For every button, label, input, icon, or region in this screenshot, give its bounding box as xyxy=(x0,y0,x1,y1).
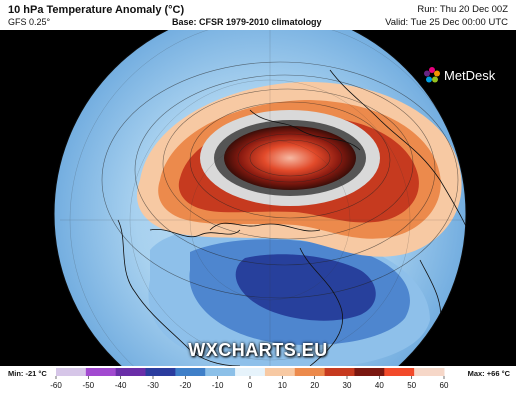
legend-tick-label: 50 xyxy=(407,381,416,390)
legend-tick-label: 40 xyxy=(375,381,384,390)
isolines xyxy=(101,61,459,299)
anomaly-map: MetDesk xyxy=(0,30,516,366)
legend-tick-label: 60 xyxy=(440,381,449,390)
chart-title: 10 hPa Temperature Anomaly (°C) xyxy=(8,4,185,16)
legend-color-segment xyxy=(414,368,445,376)
metdesk-label: MetDesk xyxy=(444,67,496,83)
legend-tick-label: -40 xyxy=(115,381,127,390)
map-canvas xyxy=(0,30,516,366)
metdesk-brand: MetDesk xyxy=(423,66,495,84)
model-label: GFS 0.25° xyxy=(8,17,51,27)
legend-color-segment xyxy=(115,368,147,376)
legend-color-segment xyxy=(205,368,236,376)
legend-color-segment xyxy=(145,368,176,376)
legend-tick-label: -20 xyxy=(180,381,192,390)
legend-tick-label: 0 xyxy=(248,381,253,390)
legend-tick-label: 20 xyxy=(310,381,319,390)
legend-color-segment xyxy=(56,368,87,376)
wxcharts-watermark: WXCHARTS.EU xyxy=(188,340,328,360)
base-climatology-label: Base: CFSR 1979-2010 climatology xyxy=(172,17,322,27)
metdesk-flower-logo xyxy=(424,67,440,83)
legend-color-segment xyxy=(294,368,326,376)
legend-color-segment xyxy=(324,368,355,376)
globe-edge xyxy=(53,30,467,366)
legend-tick-label: 10 xyxy=(278,381,287,390)
cold-anomaly-core xyxy=(235,254,376,321)
run-time-label: Run: Thu 20 Dec 00Z xyxy=(417,4,508,15)
legend-color-segment xyxy=(354,368,385,376)
legend-color-segment xyxy=(235,368,266,376)
chart-header: 10 hPa Temperature Anomaly (°C) GFS 0.25… xyxy=(0,0,516,30)
legend-colorbar: -60 -50 -40 -30 -20 -10 0 10 20 30 40 50 60 xyxy=(50,368,449,390)
legend-tick-label: -30 xyxy=(147,381,159,390)
legend-tick-label: -10 xyxy=(212,381,224,390)
legend-color-segment xyxy=(264,368,296,376)
legend-color-segment xyxy=(85,368,117,376)
legend-tick-label: -60 xyxy=(50,381,62,390)
legend-tick-label: 30 xyxy=(343,381,352,390)
legend-min-label: Min: -21 °C xyxy=(8,369,47,378)
legend-max-label: Max: +66 °C xyxy=(467,369,510,378)
warm-anomaly-core xyxy=(224,126,356,190)
legend-color-segment xyxy=(384,368,415,376)
valid-time-label: Valid: Tue 25 Dec 00:00 UTC xyxy=(385,17,508,28)
legend-color-segment xyxy=(175,368,206,376)
graticule xyxy=(60,30,466,366)
color-legend: Min: -21 °C Max: +66 °C -60 -50 -40 -30 -20-… xyxy=(0,366,516,400)
legend-tick-label: -50 xyxy=(83,381,95,390)
